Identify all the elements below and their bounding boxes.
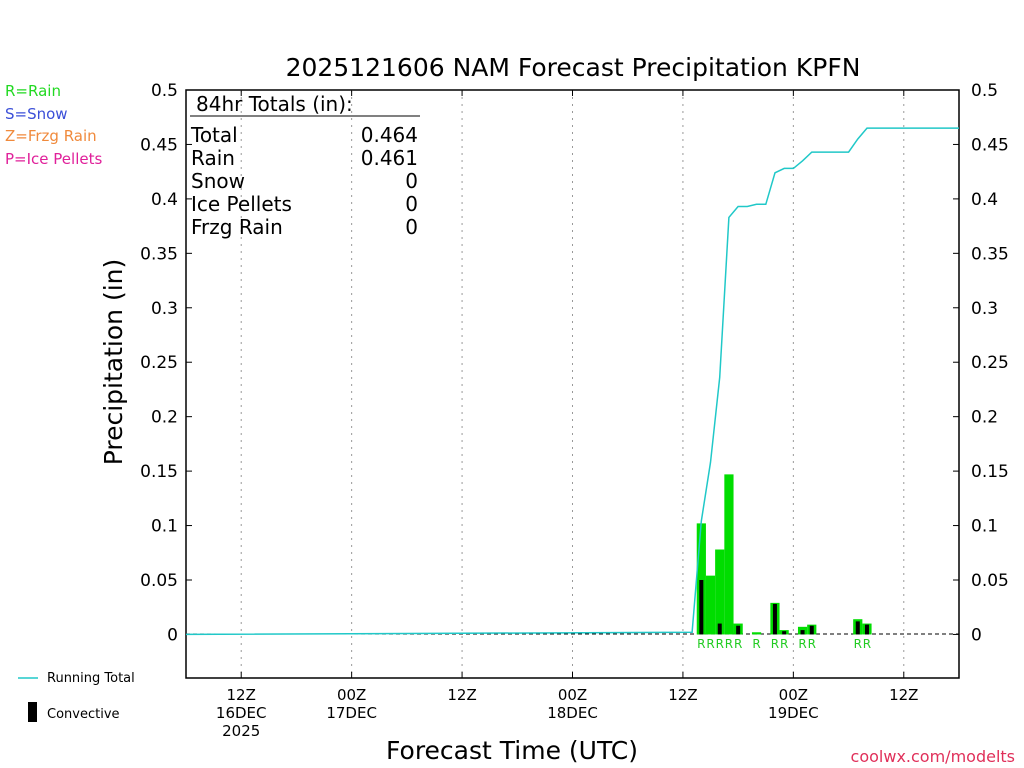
series-legend: Running Total Convective [18,671,135,722]
x-tick-label: 18DEC [547,704,598,722]
convective-legend-icon [28,702,37,722]
totals-row-label: Ice Pellets [191,192,292,216]
y-tick-label-right: 0.1 [971,517,998,537]
rain-type-label: R [771,637,779,651]
rain-type-label: R [716,637,724,651]
x-tick-label: 00Z [337,686,366,704]
rain-bar [705,575,716,635]
y-tick-label-left: 0.4 [151,190,178,210]
running-total-line [185,127,959,636]
y-axis-label: Precipitation (in) [99,259,128,466]
totals-row-label: Snow [191,169,245,193]
convective-bar [809,625,814,635]
y-tick-label-right: 0.05 [971,571,1009,591]
key-snow: S=Snow [5,105,68,123]
rain-bars [696,474,872,635]
convective-bars [699,580,869,635]
y-tick-label-left: 0.35 [140,244,178,264]
convective-bar [864,624,869,635]
rain-type-label: R [780,637,788,651]
x-axis-label: Forecast Time (UTC) [386,736,638,765]
x-tick-label: 19DEC [768,704,819,722]
rain-type-label: R [706,637,714,651]
convective-bar [736,625,741,635]
vertical-gridlines [240,90,905,678]
totals-row-label: Total [190,123,238,147]
x-tick-label: 2025 [222,722,260,740]
x-tick-label: 17DEC [326,704,377,722]
totals-row-label: Rain [191,146,235,170]
rain-type-label: R [725,637,733,651]
y-tick-label-left: 0.25 [140,353,178,373]
totals-row-value: 0 [405,215,418,239]
convective-legend-label: Convective [47,707,120,722]
precip-type-key: R=Rain S=Snow Z=Frzg Rain P=Ice Pellets [5,82,102,168]
y-tick-label-right: 0.3 [971,299,998,319]
totals-rows: Total 0.464 Rain 0.461 Snow 0 Ice Pellets 0 Frzg… [190,123,418,239]
convective-bar [782,631,787,635]
rain-type-label: R [798,637,806,651]
totals-row-value: 0.461 [361,146,418,170]
y-tick-label-right: 0.35 [971,244,1009,264]
convective-bar [699,580,704,635]
y-axis-right: 0 0.05 0.1 0.15 0.2 0.25 0.3 0.35 0.4 0.45 0.5 [953,81,1009,645]
rain-bar [696,523,706,635]
rain-bar [724,474,734,635]
y-tick-label-right: 0.5 [971,81,998,101]
y-tick-label-left: 0.15 [140,462,178,482]
convective-bar [855,621,860,635]
x-tick-label: 00Z [779,686,808,704]
key-freezing-rain: Z=Frzg Rain [5,127,97,145]
y-tick-label-right: 0.2 [971,408,998,428]
y-tick-label-right: 0 [971,625,982,645]
y-tick-label-right: 0.25 [971,353,1009,373]
y-tick-label-left: 0.5 [151,81,178,101]
convective-bar [772,603,777,635]
y-tick-label-left: 0.1 [151,517,178,537]
rain-type-label: R [752,637,760,651]
y-tick-label-left: 0.45 [140,135,178,155]
rain-type-label: R [854,637,862,651]
totals-row-value: 0.464 [361,123,418,147]
y-tick-label-left: 0 [167,625,178,645]
y-axis-left: 0 0.05 0.1 0.15 0.2 0.25 0.3 0.35 0.4 0.45 0.5 [140,81,192,645]
credit-text: coolwx.com/modelts [851,747,1015,766]
totals-box: 84hr Totals (in): Total 0.464 Rain 0.461 Sno… [190,92,420,239]
x-tick-label: 00Z [558,686,587,704]
key-ice-pellets: P=Ice Pellets [5,150,102,168]
x-tick-label: 12Z [668,686,697,704]
rain-type-label: R [808,637,816,651]
convective-bar [800,630,805,635]
rain-type-label: R [863,637,871,651]
y-tick-label-left: 0.2 [151,408,178,428]
totals-row-value: 0 [405,169,418,193]
x-tick-label: 16DEC [216,704,267,722]
y-tick-label-left: 0.05 [140,571,178,591]
running-total-legend-label: Running Total [47,671,135,686]
x-tick-label: 12Z [889,686,918,704]
x-tick-label: 12Z [227,686,256,704]
convective-bar [717,623,722,635]
totals-row-label: Frzg Rain [191,215,283,239]
y-tick-label-right: 0.45 [971,135,1009,155]
rain-bar [751,632,762,635]
y-tick-label-left: 0.3 [151,299,178,319]
y-tick-label-right: 0.4 [971,190,998,210]
y-tick-label-right: 0.15 [971,462,1009,482]
rain-bar [715,549,725,635]
key-rain: R=Rain [5,82,61,100]
totals-header: 84hr Totals (in): [196,92,353,116]
x-tick-label: 12Z [447,686,476,704]
totals-row-value: 0 [405,192,418,216]
chart-title: 2025121606 NAM Forecast Precipitation KP… [286,53,861,82]
rain-type-label: R [697,637,705,651]
rain-type-label: R [734,637,742,651]
